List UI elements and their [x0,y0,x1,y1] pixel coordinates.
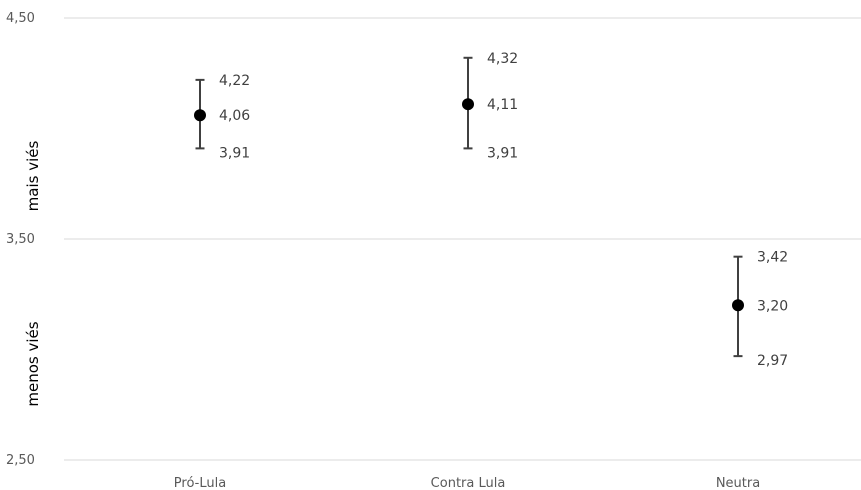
errorbar-group: 4,22 4,06 3,91 [194,73,250,161]
data-label-mean: 3,20 [757,298,788,314]
data-marks: 4,22 4,06 3,91 4,32 4,11 3,91 3,42 3,20 2,97 [194,51,788,369]
data-label-upper: 3,42 [757,250,788,266]
errorbar-group: 3,42 3,20 2,97 [732,250,788,369]
mean-point [462,98,474,111]
x-axis-categories: Pró-Lula Contra Lula Neutra [174,476,760,490]
data-label-lower: 3,91 [219,145,250,161]
mean-point [194,109,206,122]
x-category-label: Pró-Lula [174,476,226,490]
data-label-upper: 4,32 [487,51,518,67]
y-tick-label: 3,50 [6,232,35,247]
errorbar-group: 4,32 4,11 3,91 [462,51,518,161]
axis-label-lower: menos viés [24,321,42,406]
data-label-lower: 2,97 [757,353,788,369]
axis-label-upper: mais viés [24,141,42,212]
gridlines [64,17,861,461]
y-axis-ticks: 2,50 3,50 4,50 [6,11,35,468]
y-tick-label: 4,50 [6,11,35,26]
mean-point [732,299,744,312]
data-label-mean: 4,11 [487,97,518,113]
x-category-label: Neutra [716,476,760,490]
y-tick-label: 2,50 [6,453,35,468]
x-category-label: Contra Lula [431,476,506,490]
data-label-lower: 3,91 [487,145,518,161]
data-label-mean: 4,06 [219,108,250,124]
data-label-upper: 4,22 [219,73,250,89]
